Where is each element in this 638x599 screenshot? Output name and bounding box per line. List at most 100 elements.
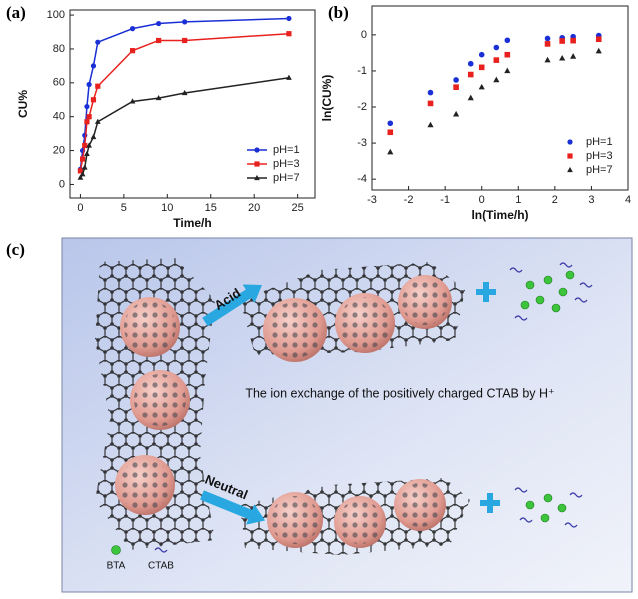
marker xyxy=(86,114,92,120)
marker xyxy=(84,103,90,110)
marker xyxy=(182,19,188,25)
panel-label: (b) xyxy=(328,3,349,22)
marker xyxy=(595,47,602,54)
marker xyxy=(95,39,101,45)
marker xyxy=(79,156,86,162)
marker xyxy=(427,121,434,128)
marker xyxy=(155,94,162,101)
y-tick-label: -3 xyxy=(357,137,367,149)
marker xyxy=(570,37,576,44)
caption: The ion exchange of the positively charg… xyxy=(245,386,554,400)
x-tick-label: 25 xyxy=(291,202,303,214)
marker xyxy=(453,110,460,117)
legend-label: pH=7 xyxy=(273,172,300,184)
legend-label: pH=3 xyxy=(586,150,613,162)
marker xyxy=(467,94,474,101)
marker xyxy=(427,100,434,107)
x-tick-label: -3 xyxy=(367,194,377,206)
marker xyxy=(387,120,394,127)
marker xyxy=(427,89,434,96)
marker xyxy=(95,83,101,89)
marker xyxy=(156,37,162,44)
legend-marker xyxy=(567,153,573,159)
marker xyxy=(467,71,474,78)
x-tick-label: 10 xyxy=(161,202,173,214)
marker xyxy=(544,56,551,63)
legend-marker xyxy=(567,139,573,145)
marker xyxy=(478,51,485,58)
plot-frame xyxy=(371,5,629,191)
x-tick-label: 20 xyxy=(248,202,260,214)
x-tick-label: 15 xyxy=(205,202,217,214)
y-tick-label: 0 xyxy=(59,178,65,190)
x-tick-label: 0 xyxy=(479,194,485,206)
x-tick-label: 1 xyxy=(515,194,521,206)
marker xyxy=(84,119,90,125)
marker xyxy=(478,83,485,90)
schematic: Acid Neutral The ion exchange of the pos… xyxy=(6,237,633,593)
marker xyxy=(387,148,394,155)
marker xyxy=(544,35,551,42)
marker xyxy=(286,15,292,22)
marker xyxy=(77,174,84,180)
y-axis-title: CU% xyxy=(16,90,30,118)
marker xyxy=(286,74,292,80)
legend-marker xyxy=(567,166,573,173)
x-axis-title: ln(Time/h) xyxy=(471,208,528,222)
x-tick-label: -2 xyxy=(404,194,414,206)
marker xyxy=(504,51,511,58)
legend-label: pH=1 xyxy=(273,144,300,156)
marker xyxy=(504,67,511,74)
marker xyxy=(181,89,188,96)
plus-sign xyxy=(480,493,500,513)
legend-label: BTA xyxy=(107,561,126,572)
marker xyxy=(90,97,97,103)
marker xyxy=(86,142,92,148)
marker xyxy=(129,48,136,54)
hollow-spheres xyxy=(115,275,452,548)
marker xyxy=(156,20,162,27)
marker xyxy=(387,129,394,136)
marker xyxy=(129,98,136,104)
y-tick-label: -4 xyxy=(357,173,367,185)
marker xyxy=(559,54,566,61)
x-tick-label: -1 xyxy=(440,194,450,206)
y-tick-label: -2 xyxy=(357,101,367,113)
marker xyxy=(81,164,88,170)
legend-label: pH=1 xyxy=(586,136,613,148)
y-axis-title: ln(CU%) xyxy=(320,75,334,122)
marker xyxy=(129,26,136,32)
y-tick-label: 40 xyxy=(53,111,65,123)
x-tick-label: 5 xyxy=(121,202,127,214)
marker xyxy=(570,53,577,59)
y-tick-label: 0 xyxy=(361,29,367,41)
released-molecules xyxy=(509,262,593,528)
marker xyxy=(182,37,188,44)
plus-sign xyxy=(476,282,496,302)
panel-label: (c) xyxy=(6,240,25,259)
plot-frame xyxy=(69,9,316,199)
marker xyxy=(453,84,459,90)
x-tick-label: 2 xyxy=(552,194,558,206)
y-tick-label: 20 xyxy=(53,144,65,156)
x-axis-title: Time/h xyxy=(173,216,211,230)
legend-marker xyxy=(254,161,260,167)
marker xyxy=(478,64,485,71)
marker xyxy=(84,150,90,157)
panel-label: (a) xyxy=(6,3,26,22)
legend-marker xyxy=(254,147,260,153)
marker xyxy=(595,36,602,42)
legend-label: pH=3 xyxy=(273,158,300,170)
legend-symbol xyxy=(111,545,121,555)
marker xyxy=(467,60,474,67)
legend-label: CTAB xyxy=(148,561,174,572)
marker xyxy=(94,118,101,124)
marker xyxy=(90,133,97,140)
y-tick-label: 100 xyxy=(47,9,65,21)
marker xyxy=(79,171,86,177)
marker xyxy=(77,168,84,174)
acid-arrow xyxy=(202,284,263,327)
legend-marker xyxy=(254,174,260,181)
marker xyxy=(286,31,292,37)
